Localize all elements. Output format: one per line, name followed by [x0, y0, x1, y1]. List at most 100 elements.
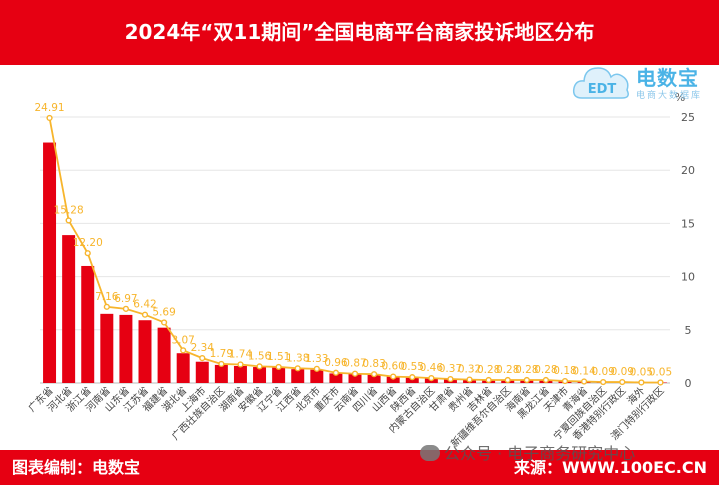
data-label: 0.28	[515, 364, 538, 376]
logo-name: 电数宝	[636, 66, 699, 90]
data-label: 0.09	[611, 366, 634, 378]
line-point	[103, 303, 110, 310]
data-label: 1.33	[305, 353, 328, 365]
chart-title: 2024年“双11期间”全国电商平台商家投诉地区分布	[124, 20, 595, 44]
line-point	[370, 371, 378, 378]
line-point	[313, 365, 320, 372]
footer-credit: 图表编制：电数宝	[12, 458, 141, 477]
line-point	[619, 378, 626, 386]
bar	[405, 377, 419, 383]
line-point	[46, 114, 53, 122]
data-label: 1.51	[267, 351, 290, 363]
line-point	[466, 376, 473, 383]
line-point	[160, 319, 168, 326]
line-point	[84, 250, 91, 257]
y-tick-label: 15	[681, 217, 695, 230]
y-tick-label: 25	[681, 111, 695, 124]
bar	[119, 314, 133, 383]
line-point	[237, 361, 244, 368]
data-label: 15.28	[54, 204, 84, 216]
data-label: 6.97	[114, 293, 137, 305]
line-point	[256, 363, 263, 370]
data-label: 0.46	[420, 362, 444, 374]
data-label: 24.91	[35, 102, 65, 114]
data-label: 1.56	[248, 350, 272, 362]
bar	[43, 142, 57, 383]
bar	[367, 374, 381, 383]
line-point	[523, 376, 530, 384]
line-point	[447, 375, 454, 383]
data-label: 0.28	[496, 364, 519, 376]
bar	[62, 235, 76, 383]
line-point	[180, 347, 187, 354]
line-point	[657, 379, 664, 386]
data-label: 0.18	[553, 365, 576, 377]
line-point	[332, 369, 340, 376]
line-point	[390, 373, 397, 380]
logo: EDT 电数宝 电商大数据库	[572, 58, 712, 110]
bar	[329, 373, 343, 383]
bar	[176, 353, 190, 383]
footer-source: 来源：WWW.100EC.CN	[513, 458, 707, 477]
data-label: 0.32	[458, 364, 481, 376]
line-point	[409, 374, 416, 381]
bar	[348, 373, 362, 383]
cloud-logo-icon: EDT	[572, 67, 629, 99]
data-label: 7.16	[95, 291, 119, 303]
bar	[157, 327, 171, 383]
line-point	[199, 355, 206, 362]
chart-area: 0 5 10 15 20 25% 24.91 15.28 12.20 7.16 6.97 6.42 5.…	[0, 65, 719, 450]
bar	[291, 369, 305, 383]
bar	[233, 365, 247, 383]
line-point	[428, 375, 435, 382]
y-tick-label: 20	[681, 164, 695, 177]
data-label: 0.83	[362, 358, 385, 370]
data-label: 0.14	[572, 366, 596, 378]
data-label: 0.37	[439, 363, 462, 375]
line-point	[561, 377, 569, 385]
logo-mark: EDT	[588, 82, 617, 97]
data-label: 0.05	[649, 366, 672, 378]
bar	[100, 313, 114, 383]
data-label: 1.38	[286, 352, 309, 364]
data-label: 0.87	[343, 358, 366, 370]
line-point	[485, 376, 492, 384]
data-label: 1.79	[210, 348, 233, 360]
line-point	[351, 370, 359, 377]
line-point	[65, 217, 72, 224]
watermark-text: 公众号 · 电子商务研究中心	[444, 444, 636, 463]
data-label: 6.42	[133, 299, 156, 311]
data-label: 0.96	[324, 357, 348, 369]
line-point	[122, 305, 130, 312]
line-point	[218, 360, 225, 368]
line-point	[294, 365, 301, 372]
data-label: 1.74	[229, 348, 253, 360]
y-tick-label: 0	[685, 377, 692, 390]
line-point	[638, 379, 645, 386]
footer-bar: 图表编制：电数宝 来源：WWW.100EC.CN	[0, 450, 719, 485]
bar	[214, 364, 228, 383]
data-label: 3.07	[171, 334, 194, 346]
line-point	[275, 363, 282, 371]
data-label: 5.69	[152, 306, 175, 318]
data-label: 12.20	[73, 237, 103, 249]
bar	[81, 265, 95, 383]
bar	[138, 320, 152, 383]
data-label: 2.34	[191, 342, 215, 354]
bar	[310, 369, 324, 383]
line-point	[141, 311, 149, 318]
logo-subtitle: 电商大数据库	[636, 91, 703, 101]
data-label: 0.28	[534, 364, 557, 376]
bar	[272, 367, 286, 383]
y-tick-label: 10	[681, 271, 695, 284]
line-point	[542, 376, 550, 384]
line-point	[580, 378, 588, 385]
y-axis-unit: %	[675, 91, 685, 104]
bar	[386, 376, 400, 383]
wechat-watermark: 公众号 · 电子商务研究中心	[420, 440, 635, 464]
bar	[195, 361, 209, 383]
data-label: 0.05	[630, 366, 653, 378]
wechat-icon	[420, 445, 440, 461]
data-label: 0.60	[381, 361, 404, 373]
y-tick-label: 5	[685, 324, 692, 337]
